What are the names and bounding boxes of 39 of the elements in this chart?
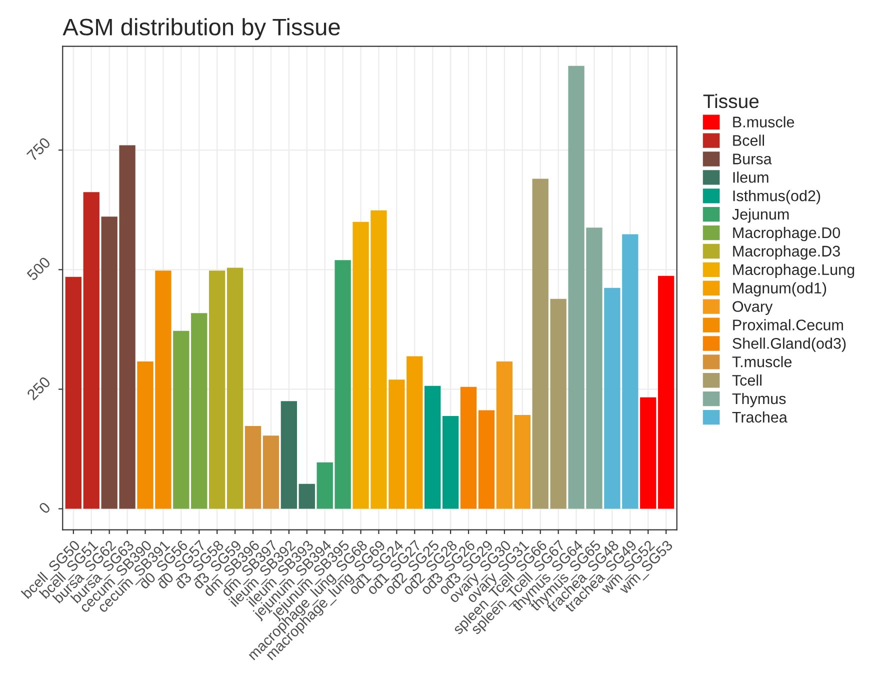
legend-label: Macrophage.Lung <box>733 264 854 278</box>
bar <box>442 416 459 509</box>
y-tick-label: 500 <box>26 256 52 282</box>
legend-label: Macrophage.D0 <box>733 226 840 242</box>
legend-label: Jejunum <box>732 208 789 223</box>
bar <box>514 415 530 509</box>
legend-label: Tcell <box>732 374 762 386</box>
bar <box>640 397 656 509</box>
bar <box>280 401 298 509</box>
legend-label: Ileum <box>733 172 768 183</box>
legend-label: Ovary <box>732 301 773 315</box>
bar <box>226 268 244 509</box>
bar <box>496 361 513 509</box>
bar <box>424 386 441 509</box>
legend-label: T.muscle <box>732 356 792 368</box>
legend-label: Bursa <box>733 154 772 164</box>
legend-label: Thymus <box>732 392 786 408</box>
bar <box>262 436 280 509</box>
bar <box>658 276 674 509</box>
y-tick-label: 750 <box>26 136 52 162</box>
legend-label: Magnum(od1) <box>733 282 826 297</box>
chart-title: ASM distribution by Tissue <box>62 18 340 40</box>
legend-label: Bcell <box>733 134 764 146</box>
legend-label: Trachea <box>732 411 788 423</box>
bar <box>298 484 315 509</box>
bar <box>83 192 100 509</box>
bar <box>65 276 82 509</box>
bar <box>209 270 226 509</box>
legend-label: B.muscle <box>733 116 794 128</box>
bar <box>460 386 477 509</box>
legend-label: Isthmus(od2) <box>733 190 820 204</box>
legend-label: Macrophage.D3 <box>733 245 840 260</box>
bar <box>478 410 495 509</box>
y-tick-label: 250 <box>26 376 52 401</box>
bar <box>244 426 262 509</box>
legend-label: Shell.Gland(od3) <box>732 338 846 352</box>
y-tick-label: 0 <box>38 501 52 514</box>
legend-title: Tissue <box>703 94 759 108</box>
legend-label: Proximal.Cecum <box>733 319 843 330</box>
